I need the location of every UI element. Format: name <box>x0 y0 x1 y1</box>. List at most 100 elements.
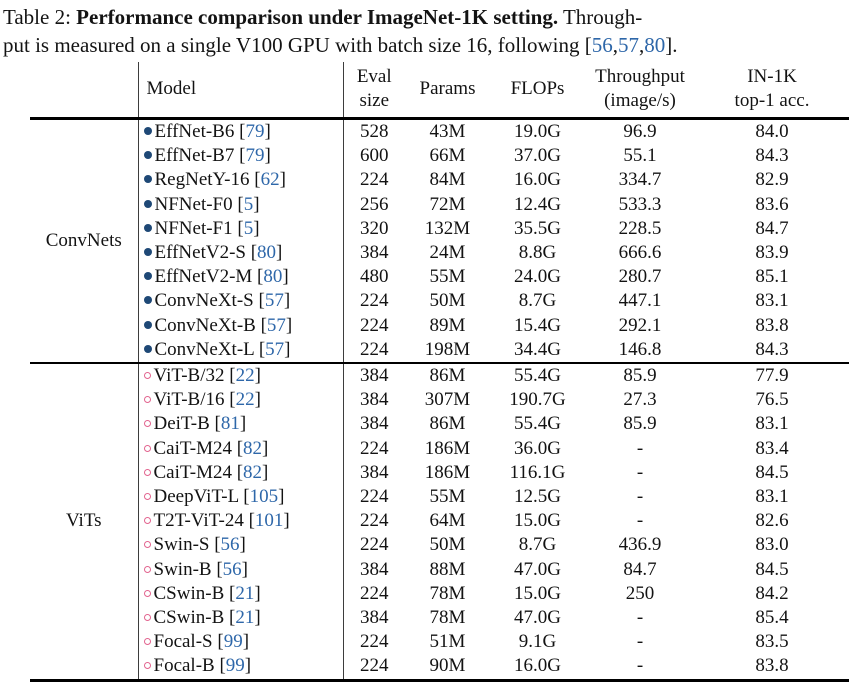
flops-cell: 16.0G <box>514 169 561 191</box>
model-name: Swin-B <box>153 558 217 580</box>
bracket-open: [ <box>237 193 244 215</box>
bracket-open: [ <box>237 217 244 239</box>
citation-link[interactable]: 57 <box>617 32 639 57</box>
accuracy-cell: 84.3 <box>755 145 789 167</box>
citation-link[interactable]: 82 <box>243 461 263 483</box>
eval-size-cell: 384 <box>342 388 405 413</box>
table-row: EffNetV2-M [80] 480 55M 24.0G 280.7 85.1 <box>30 265 849 290</box>
table-row: CaiT-M24 [82] 384 186M 116.1G -84.5 <box>30 460 849 486</box>
open-circle-icon <box>143 444 151 452</box>
citation-link[interactable]: 101 <box>254 510 284 532</box>
accuracy-cell: 84.3 <box>695 337 849 365</box>
citation-link[interactable]: 22 <box>235 365 255 387</box>
flops-cell: 24.0G <box>514 266 561 288</box>
throughput-cell: 666.6 <box>618 242 662 264</box>
bracket-close: ] <box>254 582 261 604</box>
citation-link[interactable]: 56 <box>220 534 240 556</box>
open-circle-icon <box>143 638 151 646</box>
citation-link[interactable]: 62 <box>260 169 280 191</box>
accuracy-cell: 83.1 <box>755 413 789 435</box>
accuracy-cell: 84.0 <box>755 121 789 142</box>
params-cell: 186M <box>424 437 471 459</box>
citation-link[interactable]: 57 <box>266 314 286 336</box>
filled-bullet-icon <box>143 223 152 232</box>
throughput-cell: - <box>636 607 644 629</box>
accuracy-cell: 83.6 <box>755 193 789 215</box>
citation-link[interactable]: 21 <box>235 607 255 629</box>
params-cell: 90M <box>405 654 490 682</box>
eval-size-cell: 224 <box>342 485 405 510</box>
citation-link[interactable]: 79 <box>245 145 265 167</box>
header-params: Params <box>405 62 490 120</box>
bracket-open: [ <box>229 389 236 411</box>
model-cell: Swin-S [56] <box>137 533 343 558</box>
model-cell: EffNet-B6 [79] <box>137 118 343 145</box>
header-line: top-1 acc. <box>734 90 810 111</box>
filled-bullet-icon <box>143 248 152 257</box>
table-row: Swin-B [56] 384 88M 47.0G 84.7 84.5 <box>30 557 849 582</box>
throughput-cell: - <box>636 486 644 508</box>
accuracy-cell: 82.9 <box>755 169 789 191</box>
citation-link[interactable]: 79 <box>245 121 265 142</box>
throughput-cell: 228.5 <box>618 217 662 239</box>
citation-link[interactable]: 80 <box>263 266 283 288</box>
bracket-close: ] <box>264 121 271 142</box>
model-name: CaiT-M24 <box>153 461 237 483</box>
citation-link[interactable]: 82 <box>243 437 263 459</box>
flops-cell: 16.0G <box>490 654 585 682</box>
citation-link[interactable]: 80 <box>257 242 277 264</box>
bracket-open: [ <box>260 314 267 336</box>
table-row: CaiT-M24 [82] 224 186M 36.0G -83.4 <box>30 436 849 461</box>
model-name: Focal-S <box>153 631 218 653</box>
header-eval-size: Eval size <box>342 62 405 120</box>
citation-link[interactable]: 5 <box>243 217 254 239</box>
citation-link[interactable]: 105 <box>249 486 279 508</box>
model-cell: CaiT-M24 [82] <box>137 436 343 461</box>
model-cell: Focal-S [99] <box>137 630 343 655</box>
header-line: Params <box>419 78 476 99</box>
bracket-open: [ <box>214 413 221 435</box>
citation-link[interactable]: 22 <box>235 389 255 411</box>
model-name: DeepViT-L <box>153 486 244 508</box>
citation-link[interactable]: 5 <box>243 193 254 215</box>
caption-text: Through- <box>558 5 643 29</box>
citation-link[interactable]: 57 <box>264 290 284 312</box>
bracket-close: ] <box>278 486 285 508</box>
header-line: IN-1K <box>747 66 797 87</box>
citation-link[interactable]: 81 <box>220 413 240 435</box>
open-circle-icon <box>143 614 151 622</box>
accuracy-cell: 83.4 <box>755 437 789 459</box>
flops-cell: 19.0G <box>514 121 561 142</box>
citation-link[interactable]: 21 <box>235 582 255 604</box>
table-row: CSwin-B [21] 384 78M 47.0G -85.4 <box>30 606 849 631</box>
bracket-close: ] <box>276 242 283 264</box>
flops-cell: 15.4G <box>514 314 561 336</box>
bracket-close: ] <box>244 655 252 677</box>
caption-line: Table 2: Performance comparison under Im… <box>3 4 851 32</box>
accuracy-cell: 83.1 <box>755 290 789 312</box>
bracket-close: ] <box>262 437 269 459</box>
params-cell: 86M <box>429 413 466 435</box>
bracket-open: [ <box>254 169 261 191</box>
header-flops: FLOPs <box>490 62 585 120</box>
eval-size-cell: 320 <box>342 216 405 242</box>
bracket-open: [ <box>258 290 265 312</box>
flops-cell: 8.7G <box>518 534 557 556</box>
params-cell: 51M <box>429 631 466 653</box>
citation-link[interactable]: 57 <box>265 338 285 360</box>
citation-link[interactable]: 99 <box>223 631 243 653</box>
citation-link[interactable]: 56 <box>591 32 613 57</box>
eval-size-cell: 224 <box>342 436 405 461</box>
bracket-close: ] <box>283 290 291 312</box>
citation-link[interactable]: 56 <box>222 558 242 580</box>
flops-cell: 8.8G <box>518 242 557 264</box>
eval-size-cell: 384 <box>342 460 405 486</box>
caption-text: ]. <box>665 32 678 57</box>
model-cell: DeiT-B [81] <box>137 412 343 437</box>
model-cell: ConvNeXt-L [57] <box>137 337 343 365</box>
params-cell: 307M <box>424 389 471 411</box>
citation-link[interactable]: 99 <box>225 655 245 677</box>
table-row: DeiT-B [81] 384 86M 55.4G 85.9 83.1 <box>30 412 849 437</box>
bracket-close: ] <box>279 169 286 191</box>
citation-link[interactable]: 80 <box>644 32 666 57</box>
